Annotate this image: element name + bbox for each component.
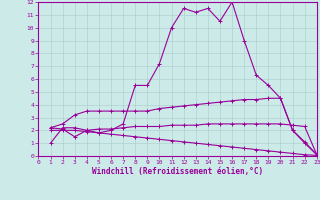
X-axis label: Windchill (Refroidissement éolien,°C): Windchill (Refroidissement éolien,°C) [92, 167, 263, 176]
